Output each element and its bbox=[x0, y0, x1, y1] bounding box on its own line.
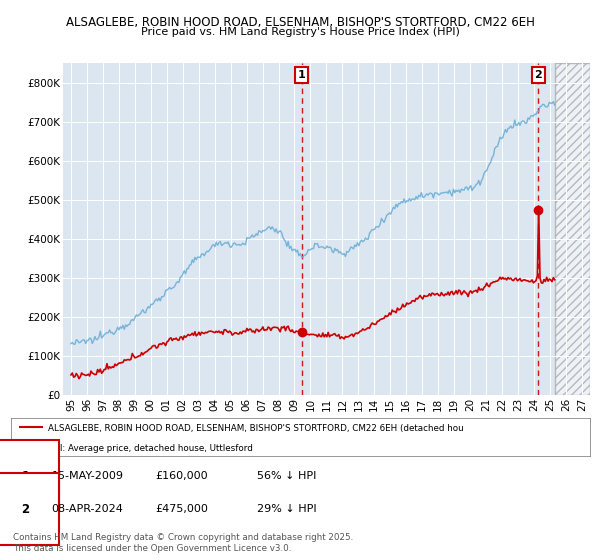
Text: 15-MAY-2009: 15-MAY-2009 bbox=[52, 471, 124, 481]
Text: Price paid vs. HM Land Registry's House Price Index (HPI): Price paid vs. HM Land Registry's House … bbox=[140, 27, 460, 37]
Text: ALSAGLEBE, ROBIN HOOD ROAD, ELSENHAM, BISHOP'S STORTFORD, CM22 6EH: ALSAGLEBE, ROBIN HOOD ROAD, ELSENHAM, BI… bbox=[65, 16, 535, 29]
Text: 2: 2 bbox=[21, 503, 29, 516]
Text: 56% ↓ HPI: 56% ↓ HPI bbox=[257, 471, 316, 481]
Text: 1: 1 bbox=[298, 70, 305, 80]
Text: Contains HM Land Registry data © Crown copyright and database right 2025.
This d: Contains HM Land Registry data © Crown c… bbox=[13, 533, 353, 553]
Bar bbox=[554, 63, 590, 395]
Text: £475,000: £475,000 bbox=[155, 504, 208, 514]
Text: 08-APR-2024: 08-APR-2024 bbox=[52, 504, 123, 514]
Text: ALSAGLEBE, ROBIN HOOD ROAD, ELSENHAM, BISHOP'S STORTFORD, CM22 6EH (detached hou: ALSAGLEBE, ROBIN HOOD ROAD, ELSENHAM, BI… bbox=[49, 424, 464, 433]
Bar bbox=[554, 63, 590, 395]
Text: HPI: Average price, detached house, Uttlesford: HPI: Average price, detached house, Uttl… bbox=[49, 444, 253, 453]
Text: £160,000: £160,000 bbox=[155, 471, 208, 481]
Text: 1: 1 bbox=[21, 470, 29, 483]
Text: 29% ↓ HPI: 29% ↓ HPI bbox=[257, 504, 317, 514]
Text: 2: 2 bbox=[535, 70, 542, 80]
